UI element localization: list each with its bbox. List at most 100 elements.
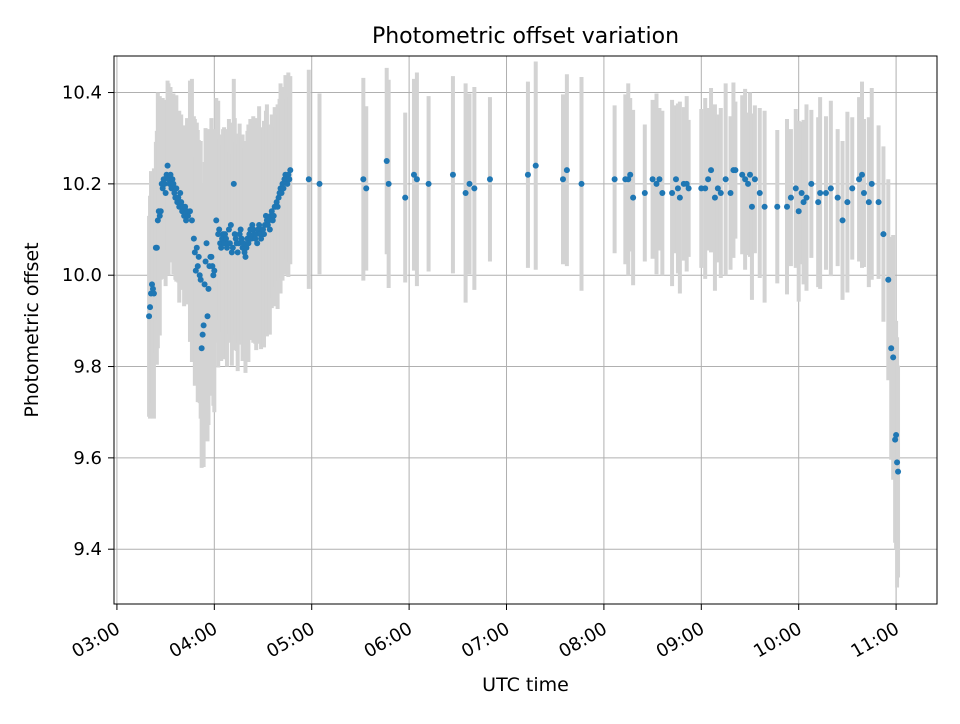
data-point bbox=[839, 217, 846, 224]
data-point bbox=[215, 231, 222, 238]
data-point bbox=[196, 272, 203, 279]
data-point bbox=[231, 231, 238, 238]
data-point bbox=[275, 194, 282, 201]
data-point bbox=[211, 267, 218, 274]
data-point bbox=[269, 217, 276, 224]
data-point bbox=[383, 158, 390, 165]
x-tick-label: 05:00 bbox=[263, 618, 318, 662]
data-point bbox=[705, 176, 712, 183]
data-point bbox=[192, 267, 199, 274]
data-point bbox=[800, 199, 807, 206]
data-point bbox=[169, 176, 176, 183]
data-point bbox=[611, 176, 618, 183]
data-point bbox=[449, 171, 456, 178]
data-point bbox=[223, 235, 230, 242]
data-point bbox=[168, 185, 175, 192]
data-point bbox=[363, 185, 370, 192]
data-point bbox=[860, 190, 867, 196]
data-point bbox=[200, 322, 207, 329]
data-point bbox=[194, 263, 201, 270]
data-point bbox=[714, 185, 721, 192]
data-point bbox=[711, 194, 718, 201]
data-point bbox=[161, 180, 168, 187]
data-point bbox=[159, 185, 166, 192]
data-point bbox=[880, 231, 887, 238]
data-point bbox=[229, 244, 236, 251]
x-tick-label: 10:00 bbox=[750, 618, 805, 662]
x-tick-label: 04:00 bbox=[166, 618, 221, 662]
data-point bbox=[264, 221, 271, 228]
data-point bbox=[186, 208, 193, 215]
data-point bbox=[223, 244, 230, 251]
data-point bbox=[649, 176, 656, 183]
data-point bbox=[201, 281, 208, 288]
data-point bbox=[578, 180, 585, 187]
data-point bbox=[171, 190, 178, 196]
data-point bbox=[787, 194, 794, 201]
data-point bbox=[216, 226, 223, 233]
data-point bbox=[316, 180, 323, 187]
x-tick-label: 07:00 bbox=[458, 618, 513, 662]
data-point bbox=[413, 176, 420, 183]
data-point bbox=[532, 162, 539, 169]
data-point bbox=[844, 199, 851, 206]
data-point bbox=[167, 171, 174, 178]
y-tick-label: 9.8 bbox=[73, 357, 102, 378]
data-point bbox=[242, 253, 249, 260]
data-point bbox=[266, 226, 273, 233]
data-point bbox=[150, 290, 157, 297]
data-point bbox=[238, 235, 245, 242]
data-point bbox=[659, 190, 666, 196]
data-point bbox=[563, 167, 570, 174]
data-point bbox=[722, 176, 729, 183]
data-point bbox=[230, 180, 237, 187]
data-point bbox=[240, 240, 247, 247]
data-point bbox=[410, 171, 417, 178]
data-point bbox=[179, 208, 186, 215]
data-point bbox=[627, 171, 634, 178]
data-point bbox=[742, 176, 749, 183]
data-point bbox=[175, 194, 182, 201]
data-point bbox=[827, 185, 834, 192]
data-point bbox=[669, 190, 676, 196]
data-point bbox=[234, 249, 241, 256]
y-tick-label: 10.2 bbox=[62, 174, 102, 195]
data-point bbox=[859, 171, 866, 178]
data-point bbox=[746, 171, 753, 178]
data-point bbox=[285, 171, 292, 178]
data-point bbox=[890, 354, 897, 361]
data-point bbox=[209, 263, 216, 270]
data-point bbox=[188, 217, 195, 224]
x-tick-label: 09:00 bbox=[653, 618, 708, 662]
chart-title: Photometric offset variation bbox=[372, 24, 679, 49]
data-point bbox=[191, 249, 198, 256]
data-point bbox=[798, 190, 805, 196]
data-point bbox=[199, 331, 206, 338]
data-point bbox=[256, 221, 263, 228]
data-point bbox=[559, 176, 566, 183]
data-point bbox=[148, 281, 155, 288]
data-point bbox=[888, 345, 895, 352]
data-point bbox=[227, 221, 234, 228]
data-point bbox=[849, 185, 856, 192]
data-point bbox=[708, 167, 715, 174]
data-point bbox=[164, 162, 171, 169]
data-point bbox=[202, 258, 209, 265]
data-point bbox=[183, 217, 190, 224]
data-point bbox=[254, 240, 261, 247]
data-point bbox=[226, 240, 233, 247]
plot-frame bbox=[113, 55, 938, 605]
data-point bbox=[268, 208, 275, 215]
data-point bbox=[173, 185, 180, 192]
data-point bbox=[685, 185, 692, 192]
data-point bbox=[471, 185, 478, 192]
data-point bbox=[279, 180, 286, 187]
data-point bbox=[748, 203, 755, 210]
data-point bbox=[208, 253, 215, 260]
data-point bbox=[222, 231, 229, 238]
data-point bbox=[702, 185, 709, 192]
y-tick-label: 10.0 bbox=[62, 265, 102, 286]
data-point bbox=[751, 176, 758, 183]
